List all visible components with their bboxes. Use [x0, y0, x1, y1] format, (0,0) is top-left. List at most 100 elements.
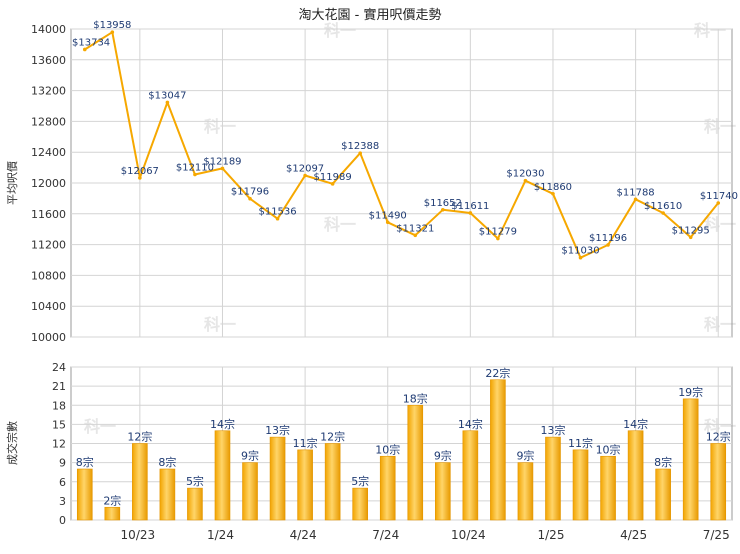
count-data-label: 11宗 [568, 436, 593, 450]
x-tick-label: 7/25 [703, 528, 730, 542]
count-bar [297, 449, 313, 521]
count-data-label: 9宗 [434, 449, 452, 463]
count-bar [242, 462, 258, 521]
count-tick-label: 15 [52, 418, 66, 431]
watermark-text: 科一 [704, 215, 736, 234]
price-data-label: $11030 [561, 246, 599, 257]
count-tick-label: 18 [52, 399, 66, 412]
price-point [220, 166, 225, 171]
count-bar [462, 430, 479, 521]
price-point [441, 207, 445, 212]
watermark-text: 科一 [324, 21, 356, 40]
price-point [248, 196, 252, 201]
count-bar [435, 462, 451, 521]
count-bar [214, 430, 231, 521]
count-bar [269, 436, 286, 521]
watermark-text: 科一 [204, 117, 236, 136]
watermark-text: 科一 [204, 315, 236, 334]
watermark-text: 科一 [704, 417, 736, 436]
count-data-label: 22宗 [485, 366, 510, 380]
price-point [82, 47, 87, 52]
count-data-label: 2宗 [103, 493, 121, 507]
price-data-label: $13958 [93, 20, 131, 31]
price-data-label: $11652 [424, 198, 462, 209]
count-data-label: 5宗 [351, 474, 369, 488]
price-point [358, 151, 362, 155]
price-tick-label: 14000 [31, 23, 66, 36]
count-data-label: 5宗 [186, 474, 204, 488]
count-data-label: 18宗 [403, 391, 428, 405]
price-data-label: $12030 [506, 169, 544, 180]
price-data-label: $11279 [479, 227, 517, 238]
count-tick-label: 0 [59, 514, 66, 527]
count-data-label: 8宗 [654, 455, 672, 469]
x-tick-label: 10/23 [121, 528, 156, 542]
price-line-layer: $13734 $13958 $12067 $13047 $12110$12189 $117… [72, 20, 738, 260]
price-data-label: $11321 [396, 223, 434, 234]
price-point [275, 216, 280, 221]
count-bar [572, 449, 589, 521]
price-point [633, 197, 638, 202]
price-tick-label: 11600 [31, 208, 66, 221]
count-data-label: 13宗 [540, 423, 565, 437]
price-tick-label: 13200 [31, 85, 66, 98]
count-data-label: 13宗 [265, 423, 290, 437]
count-bar [490, 379, 506, 521]
count-data-label: 11宗 [293, 436, 318, 450]
count-bar [682, 398, 699, 521]
count-axis-label: 成交宗數 [5, 421, 19, 465]
count-data-label: 9宗 [241, 449, 259, 463]
count-bar [132, 443, 148, 521]
count-bar [407, 404, 424, 521]
watermark-text: 科一 [84, 417, 116, 436]
price-tick-label: 12400 [31, 146, 66, 159]
watermark-text: 科一 [324, 215, 356, 234]
price-data-label: $13734 [72, 37, 110, 48]
count-bar [104, 506, 121, 521]
count-data-label: 9宗 [516, 449, 534, 463]
count-data-label: 12宗 [706, 430, 731, 444]
count-bar [187, 487, 203, 521]
price-point [551, 191, 555, 196]
price-tick-label: 13600 [31, 54, 66, 67]
count-bar [76, 468, 93, 521]
price-data-label: $12110 [176, 163, 214, 174]
price-data-label: $12097 [286, 164, 324, 175]
watermark-text: 科一 [704, 117, 736, 136]
x-tick-label: 1/25 [538, 528, 565, 542]
count-tick-label: 9 [59, 457, 66, 470]
price-grid: 10000 10400 10800 11200 11600 12000 12400 12800… [31, 23, 733, 344]
price-point [303, 173, 307, 178]
price-point [385, 220, 390, 225]
count-bar [655, 468, 671, 521]
price-data-label: $11796 [231, 187, 269, 198]
price-data-label: $12067 [121, 166, 159, 177]
price-data-label: $11989 [314, 172, 352, 183]
count-bar [710, 443, 727, 521]
price-data-label: $11740 [700, 191, 738, 202]
price-data-label: $13047 [148, 90, 186, 101]
price-tick-label: 12800 [31, 115, 66, 128]
price-point [688, 235, 693, 240]
count-tick-label: 3 [59, 495, 66, 508]
count-data-label: 10宗 [375, 442, 400, 456]
price-data-label: $11295 [672, 225, 710, 236]
price-series-line [84, 31, 719, 259]
count-data-label: 12宗 [320, 430, 345, 444]
count-bar [324, 443, 341, 521]
price-point [606, 243, 610, 247]
price-point [138, 176, 142, 180]
price-point [661, 211, 665, 215]
count-tick-label: 21 [52, 380, 66, 393]
count-bar [600, 455, 616, 521]
price-data-label: $11490 [369, 210, 407, 221]
count-data-label: 12宗 [127, 430, 152, 444]
price-data-label: $11611 [451, 201, 489, 212]
count-bar [379, 455, 396, 521]
price-tick-label: 10000 [31, 331, 66, 344]
count-bar [159, 468, 176, 521]
count-data-label: 14宗 [623, 417, 648, 431]
chart-title: 淘大花園 - 實用呎價走勢 [299, 7, 442, 23]
count-data-label: 19宗 [678, 385, 703, 399]
